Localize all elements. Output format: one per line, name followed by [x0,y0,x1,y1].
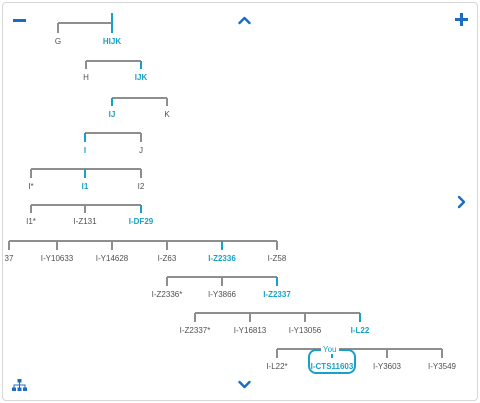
tree-node-label[interactable]: I-Z2336 [208,254,236,263]
plus-icon [454,12,468,26]
tree-node-label[interactable]: I1 [82,182,89,191]
tree-node-label[interactable]: IJK [135,73,148,82]
tree-node-label[interactable]: G [55,37,61,46]
tree-node-label[interactable]: I-Z2337 [263,290,291,299]
pan-right-button[interactable] [453,193,469,211]
tree-node-label[interactable]: IJ [109,110,116,119]
zoom-out-button[interactable] [11,12,27,28]
you-label: You [321,345,339,354]
tree-node-label[interactable]: I-Z2336* [152,290,183,299]
tree-node-label[interactable]: I* [28,182,33,191]
zoom-in-button[interactable] [453,11,469,27]
sitemap-icon [11,378,27,391]
tree-node-label[interactable]: HIJK [103,37,121,46]
tree-node-label[interactable]: I-Y10633 [41,254,74,263]
tree-node-label[interactable]: I-Z58 [268,254,287,263]
tree-node-label[interactable]: I-L22 [351,326,370,335]
tree-node-label[interactable]: I1* [26,217,36,226]
tree-node-label[interactable]: I-Z63 [158,254,177,263]
tree-node-label[interactable]: 37 [5,254,14,263]
chevron-right-icon [457,195,466,209]
tree-node-label[interactable]: I2 [138,182,145,191]
tree-node-label[interactable]: I-Y16813 [234,326,267,335]
tree-node-label[interactable]: I-Y3603 [373,362,402,371]
tree-node-label[interactable]: I-L22* [266,362,287,371]
tree-node-label[interactable]: I-Y3866 [208,290,237,299]
tree-node-label[interactable]: H [83,73,89,82]
chevron-down-icon [237,380,251,389]
you-node-label[interactable]: I-CTS11603 [311,362,354,371]
tree-structure-button[interactable] [10,376,28,394]
minus-icon [12,18,26,22]
pan-up-button[interactable] [236,12,252,28]
tree-node-label[interactable]: I-Z131 [73,217,97,226]
tree-node-label[interactable]: K [164,110,170,119]
pan-down-button[interactable] [236,377,252,393]
tree-node-label[interactable]: I [84,146,86,155]
chevron-up-icon [237,16,251,25]
tree-node-label[interactable]: I-Y14628 [96,254,129,263]
tree-node-label[interactable]: I-Y3549 [428,362,457,371]
tree-node-label[interactable]: J [139,146,143,155]
tree-node-label[interactable]: I-Y13056 [289,326,322,335]
tree-node-label[interactable]: I-DF29 [129,217,154,226]
tree-node-label[interactable]: I-Z2337* [180,326,211,335]
